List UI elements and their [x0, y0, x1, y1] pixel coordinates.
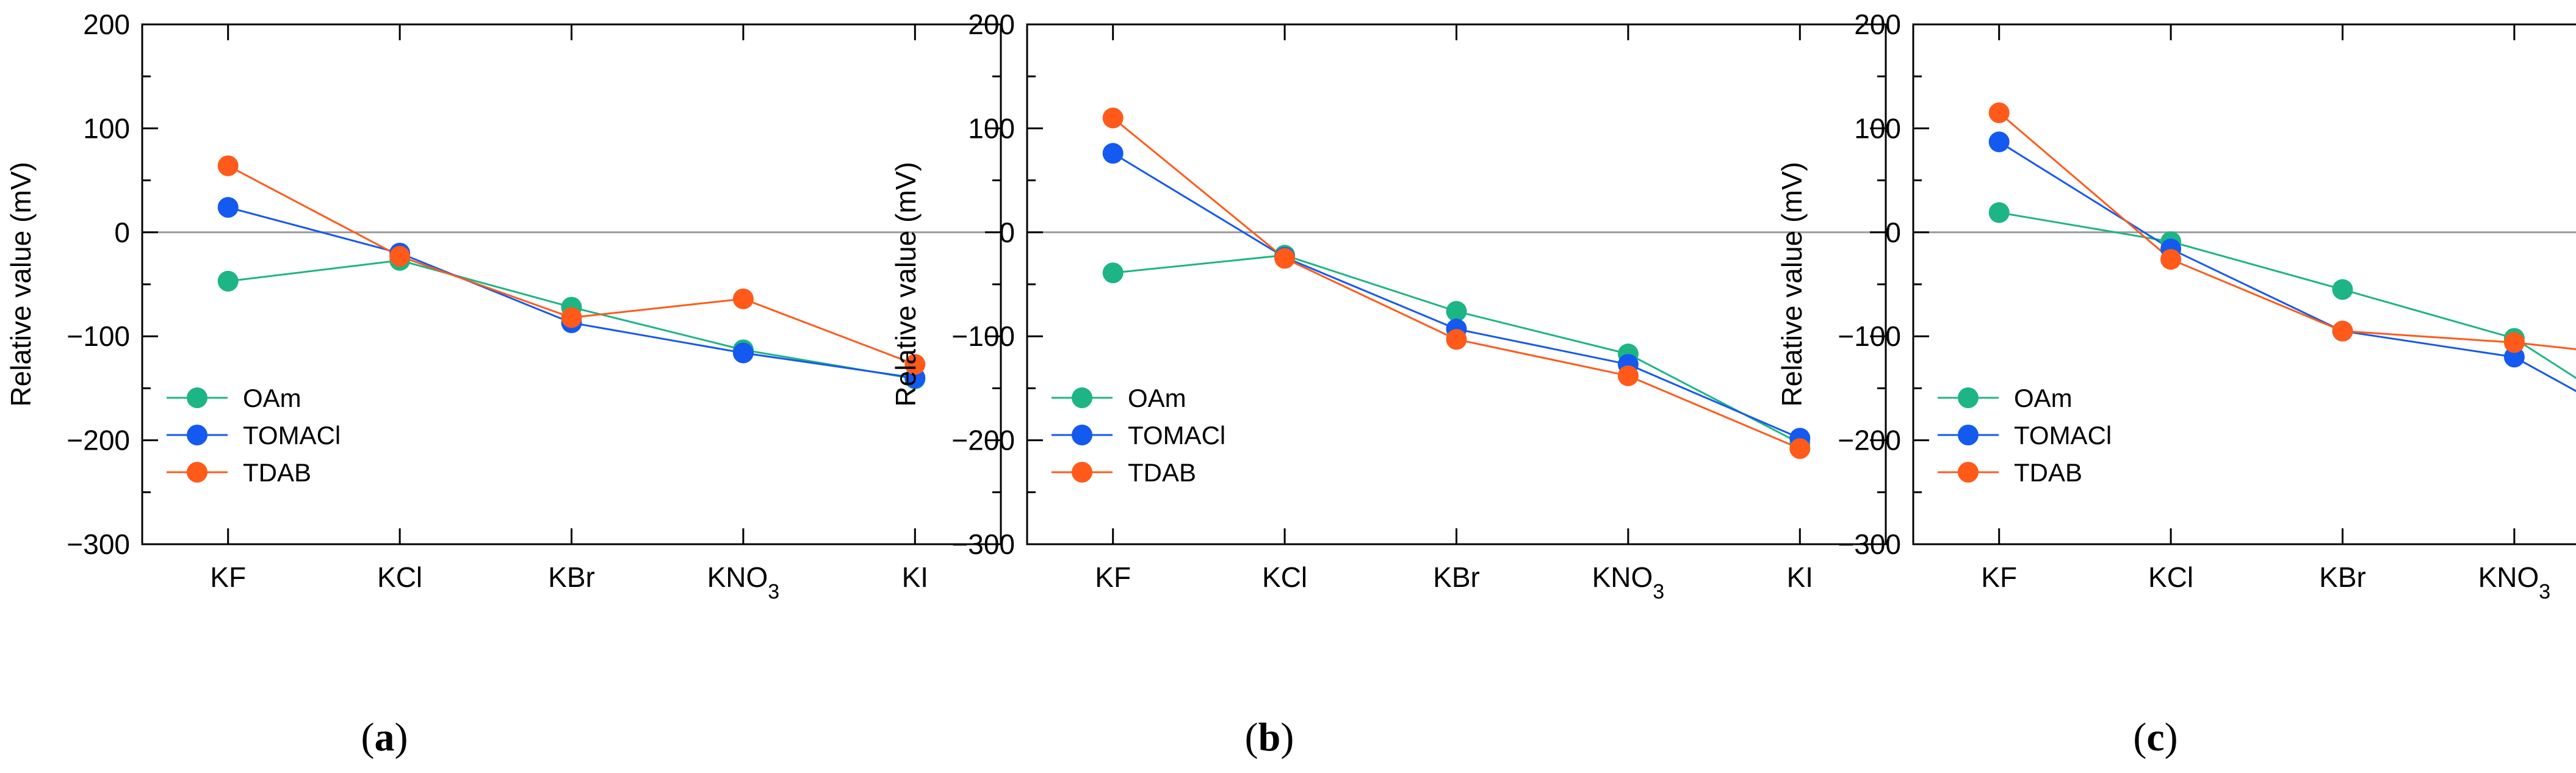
data-point-tdab: [217, 155, 239, 176]
legend-label-tomacl: TOMACl: [1128, 421, 1225, 450]
series-line-tdab: [1998, 112, 2576, 350]
data-point-tomacl: [2503, 347, 2525, 368]
legend-label-tdab: TDAB: [2014, 458, 2082, 487]
x-tick-label: KNO3: [1592, 561, 1665, 603]
legend-marker-tomacl: [1072, 425, 1092, 445]
legend-marker-tomacl: [187, 425, 207, 445]
data-point-tomacl: [1988, 131, 2010, 153]
y-tick-label: −300: [1838, 528, 1901, 560]
x-tick-label: KNO3: [2478, 561, 2551, 603]
series-line-tomacl: [1998, 141, 2576, 392]
series-line-tdab: [228, 165, 915, 365]
x-tick-label: KF: [1981, 561, 2017, 593]
x-tick-label: KBr: [2319, 561, 2366, 593]
chart-panel-3: −300 −200 −100 0 100 200 KF KCl KBr KNO3 KI Relativ…: [1776, 9, 2576, 760]
y-tick-label: −100: [67, 320, 130, 352]
legend-marker-tomacl: [1958, 425, 1979, 445]
data-point-tdab: [2160, 249, 2182, 270]
y-tick-label: 100: [83, 112, 130, 144]
y-tick-label: −300: [67, 528, 130, 560]
x-tick-label: KBr: [1433, 561, 1480, 593]
series-line-tdab: [1112, 117, 1800, 450]
data-point-oam: [1988, 202, 2010, 223]
x-tick-label: KI: [1787, 561, 1813, 593]
x-tick-label: KNO3: [707, 561, 780, 603]
data-point-tdab: [1446, 329, 1467, 350]
y-axis-label: Relative value (mV): [1776, 162, 1808, 406]
legend-label-oam: OAm: [1128, 384, 1186, 412]
data-point-oam: [1102, 262, 1124, 284]
legend-marker-oam: [1958, 387, 1979, 408]
legend-label-tdab: TDAB: [243, 458, 311, 487]
x-tick-label: KF: [1095, 561, 1131, 593]
panel-label: (c): [2133, 715, 2177, 760]
panel-label: (b): [1245, 715, 1294, 760]
y-tick-label: 200: [968, 9, 1015, 40]
y-axis-label: Relative value (mV): [5, 162, 37, 406]
y-tick-label: −100: [1838, 320, 1901, 352]
series-line-tomacl: [1112, 153, 1800, 439]
x-tick-label: KCl: [1262, 561, 1307, 593]
legend-label-tomacl: TOMACl: [243, 421, 341, 450]
x-tick-label: KCl: [2148, 561, 2193, 593]
y-tick-label: 0: [1885, 217, 1901, 248]
panel-label: (a): [361, 715, 408, 760]
data-point-tdab: [1274, 248, 1296, 269]
y-tick-label: −200: [1838, 425, 1901, 456]
data-point-tomacl: [1102, 143, 1124, 164]
data-point-tdab: [561, 307, 582, 328]
x-tick-label: KI: [902, 561, 928, 593]
y-tick-label: 200: [1854, 9, 1901, 40]
legend-marker-tdab: [1958, 462, 1979, 483]
data-point-tomacl: [732, 342, 754, 364]
data-point-tomacl: [217, 196, 239, 218]
data-point-oam: [1446, 301, 1467, 322]
data-point-oam: [2332, 279, 2353, 300]
data-point-tdab: [1617, 365, 1639, 386]
legend-label-tomacl: TOMACl: [2014, 421, 2112, 450]
data-point-tdab: [1102, 107, 1124, 129]
legend-marker-tdab: [1072, 462, 1092, 483]
y-axis-label: Relative value (mV): [890, 162, 922, 406]
data-point-tdab: [389, 245, 411, 267]
x-tick-label: KCl: [377, 561, 422, 593]
y-tick-label: −200: [67, 425, 130, 456]
y-tick-label: 100: [968, 112, 1015, 144]
chart-panel-1: −300 −200 −100 0 100 200 KF KCl KBr KNO3 KI Relativ…: [5, 9, 1002, 760]
legend-marker-oam: [187, 387, 207, 408]
data-point-tdab: [1789, 438, 1811, 459]
y-tick-label: 200: [83, 9, 130, 40]
chart-panel-2: −300 −200 −100 0 100 200 KF KCl KBr KNO3 KI Relativ…: [890, 9, 1887, 760]
y-tick-label: 0: [114, 217, 130, 248]
legend-marker-oam: [1072, 387, 1092, 408]
y-tick-label: 100: [1854, 112, 1901, 144]
y-tick-label: −100: [951, 320, 1015, 352]
data-point-tdab: [1988, 102, 2010, 123]
legend-label-oam: OAm: [2014, 384, 2073, 412]
data-point-tdab: [2332, 320, 2353, 342]
data-point-tdab: [2503, 332, 2525, 353]
data-point-tdab: [732, 288, 754, 309]
y-tick-label: 0: [999, 217, 1015, 248]
legend-label-tdab: TDAB: [1128, 458, 1196, 487]
y-tick-label: −200: [951, 425, 1015, 456]
series-line-oam: [1999, 211, 2576, 379]
data-point-tdab: [904, 354, 926, 375]
x-tick-label: KF: [210, 561, 246, 593]
data-point-oam: [217, 270, 239, 292]
legend-label-oam: OAm: [243, 384, 301, 412]
legend-marker-tdab: [187, 462, 207, 483]
y-tick-label: −300: [951, 528, 1015, 560]
x-tick-label: KBr: [548, 561, 595, 593]
